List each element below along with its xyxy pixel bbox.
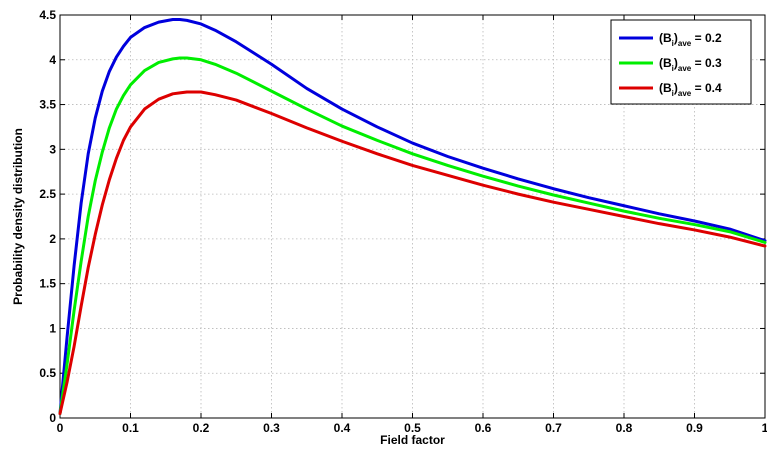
- y-tick-label: 3.5: [39, 98, 56, 112]
- y-tick-label: 2.5: [39, 187, 56, 201]
- y-tick-label: 0.5: [39, 366, 56, 380]
- x-axis-title: Field factor: [380, 433, 445, 447]
- x-tick-label: 1: [762, 421, 767, 435]
- y-tick-label: 4: [49, 53, 56, 67]
- x-tick-label: 0.8: [616, 421, 633, 435]
- legend-label: (Bi)ave = 0.3: [659, 56, 722, 73]
- axis-ticks: 0 0.1 0.2 0.3 0.4 0.5 0.6 0.7 0.8 0.9 1 0 0.5 1 1.5 2 2.…: [39, 8, 767, 435]
- x-tick-label: 0.7: [545, 421, 562, 435]
- y-tick-label: 0: [49, 411, 56, 425]
- legend-label: (Bi)ave = 0.4: [659, 81, 722, 98]
- x-tick-label: 0.3: [263, 421, 280, 435]
- x-tick-label: 0.2: [193, 421, 210, 435]
- y-tick-label: 3: [49, 142, 56, 156]
- x-tick-label: 0: [57, 421, 64, 435]
- series-line-3: [58, 90, 767, 416]
- series-line-1: [58, 17, 767, 416]
- legend-label: (Bi)ave = 0.2: [659, 31, 722, 48]
- y-axis-title: Probability density distribution: [11, 128, 25, 305]
- series-line-2: [58, 56, 767, 416]
- y-tick-label: 4.5: [39, 8, 56, 22]
- x-tick-label: 0.1: [122, 421, 139, 435]
- y-tick-label: 1.5: [39, 277, 56, 291]
- y-tick-label: 2: [49, 232, 56, 246]
- y-tick-label: 1: [49, 321, 56, 335]
- legend: (Bi)ave = 0.2 (Bi)ave = 0.3 (Bi)ave = 0.4: [610, 19, 752, 105]
- x-tick-label: 0.4: [334, 421, 351, 435]
- x-tick-label: 0.6: [475, 421, 492, 435]
- series-layer: [58, 17, 767, 416]
- x-tick-label: 0.5: [404, 421, 421, 435]
- x-tick-label: 0.9: [686, 421, 703, 435]
